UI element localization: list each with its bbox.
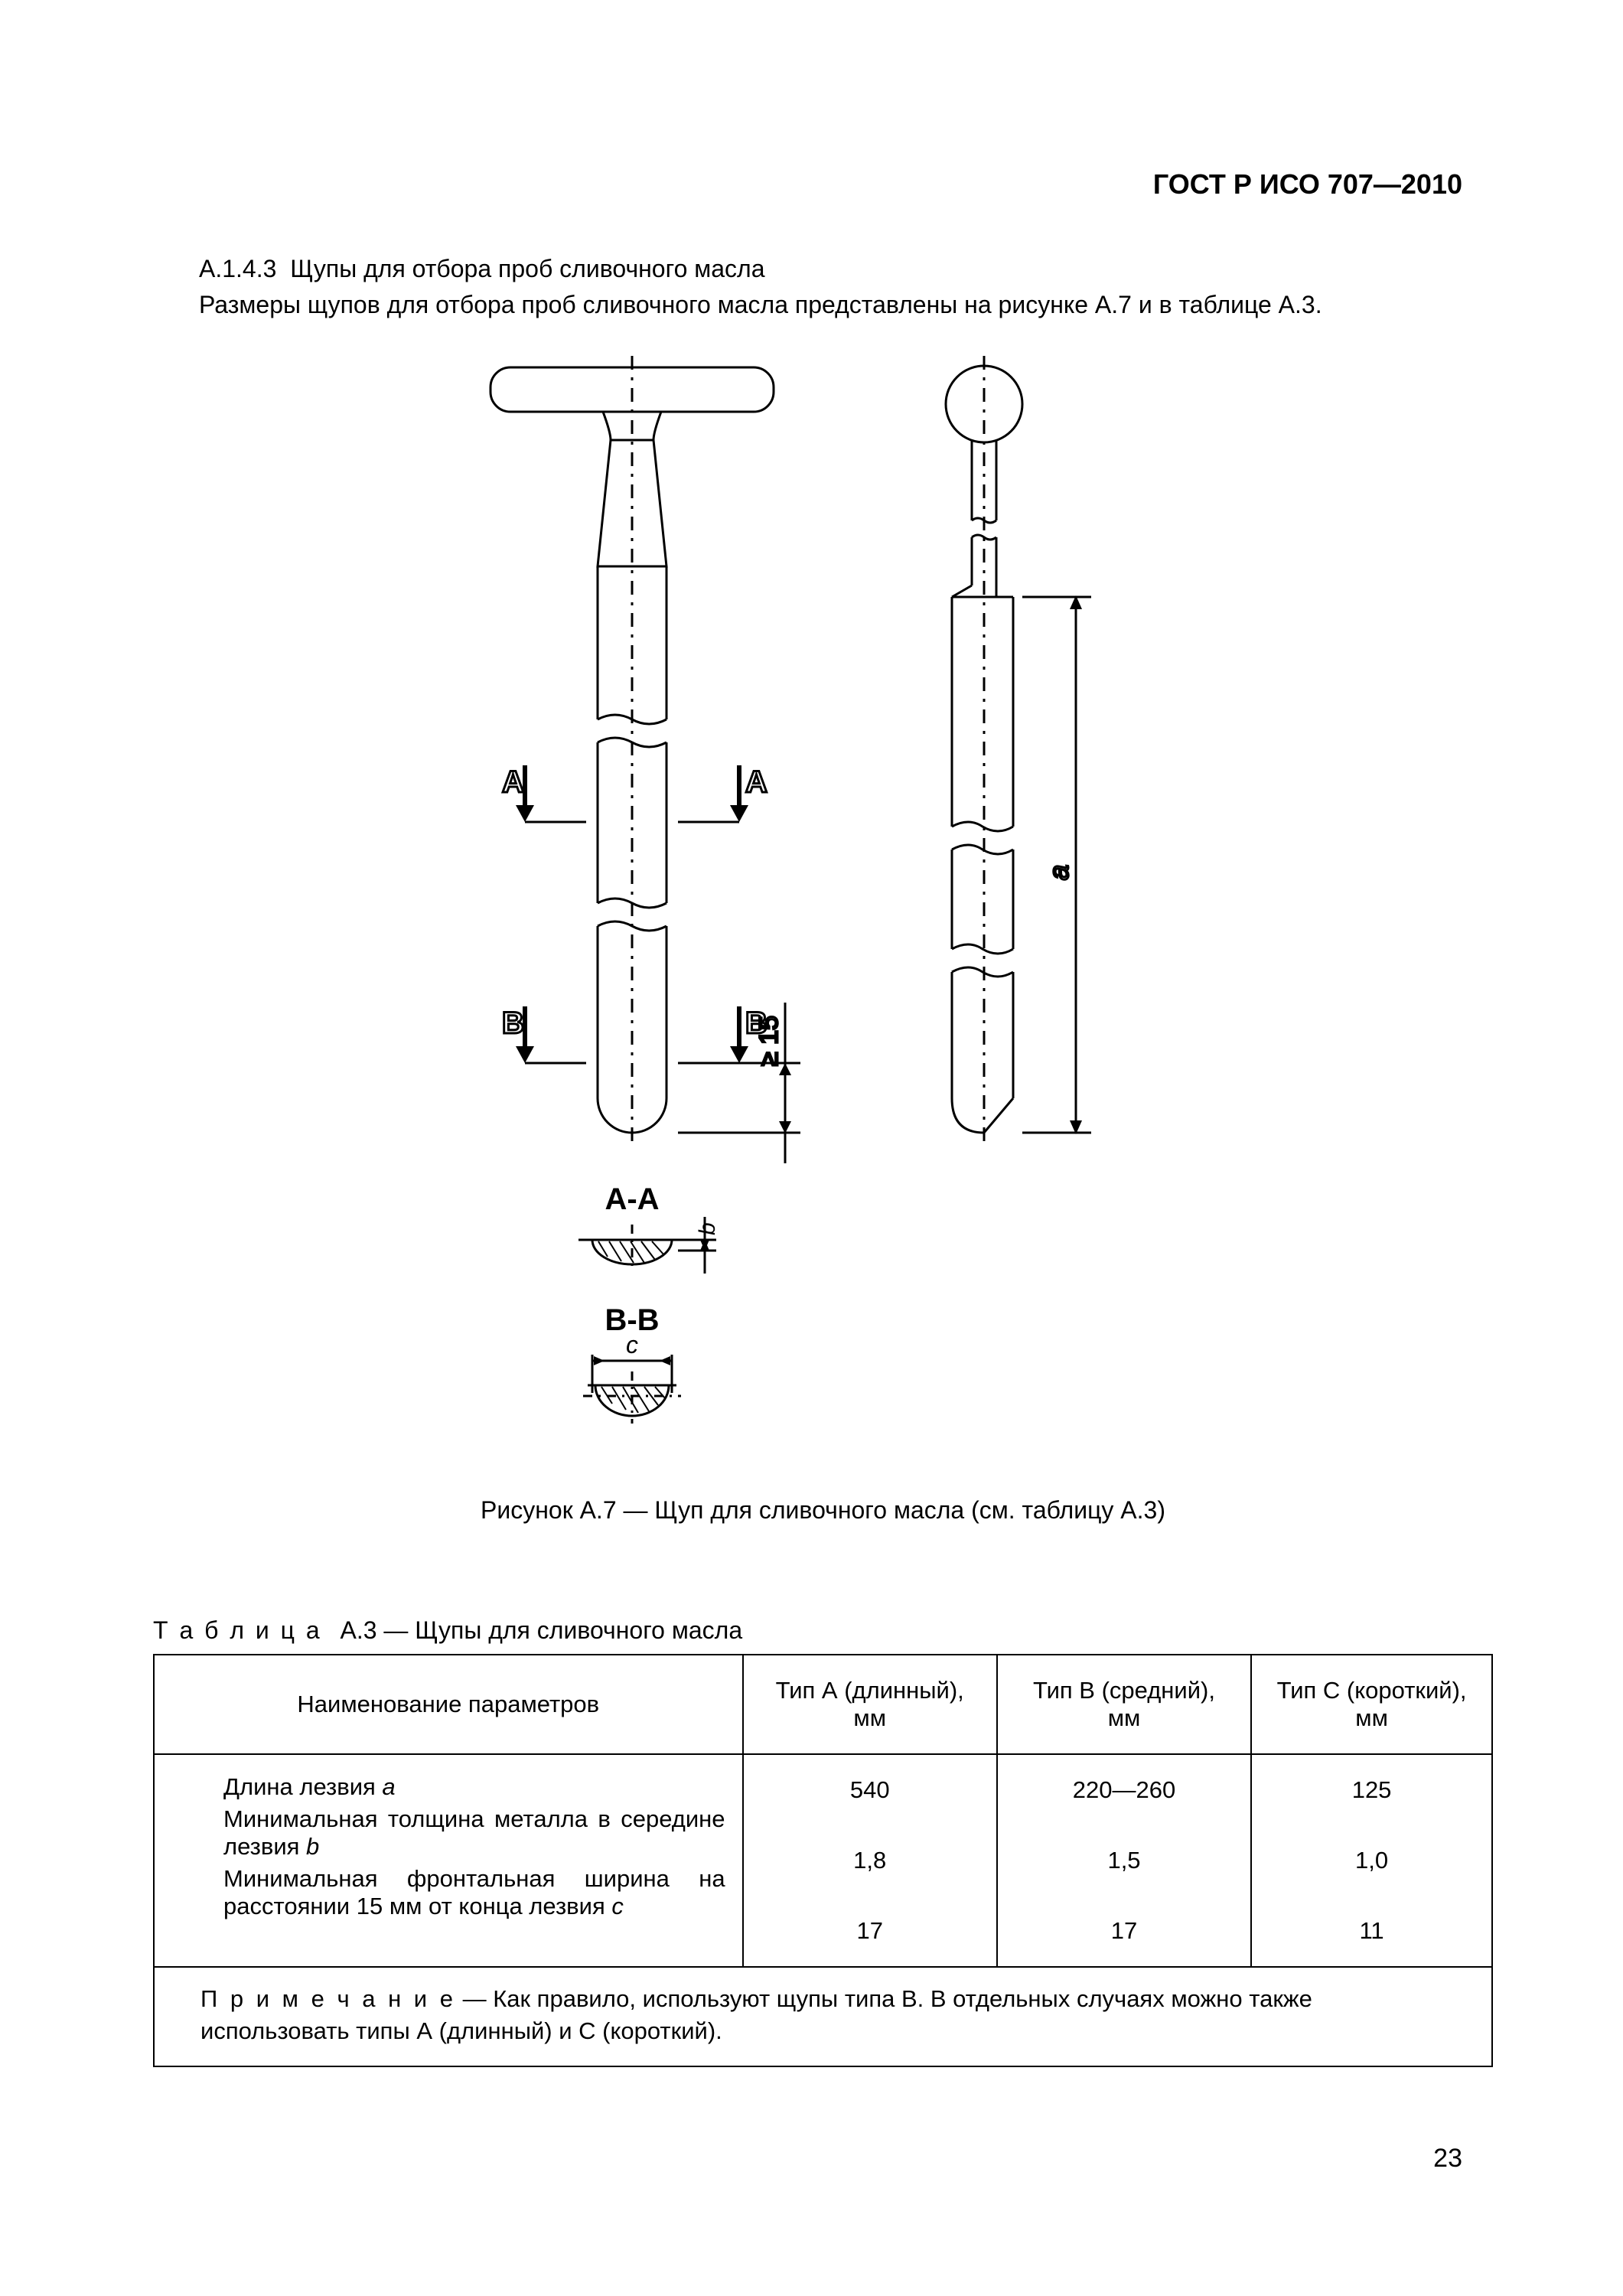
butter-probe-drawing: A A B	[402, 352, 1244, 1454]
cell-r1-c: 125	[1251, 1754, 1492, 1825]
table-title-prefix: Т а б л и ц а	[153, 1616, 322, 1644]
cell-r3-a: 17	[743, 1896, 997, 1967]
figure-a7-container: A A B	[153, 352, 1493, 1454]
section-b-left-label: B	[502, 1006, 524, 1040]
table-header-row: Наименование параметров Тип А (длинный),…	[154, 1655, 1492, 1754]
col-header-type-b: Тип В (средний), мм	[997, 1655, 1251, 1754]
table-title: Т а б л и ц а А.3 — Щупы для сливочного …	[153, 1616, 1493, 1645]
cell-r3-c: 11	[1251, 1896, 1492, 1967]
param-2-var: b	[306, 1833, 319, 1860]
col-header-param: Наименование параметров	[154, 1655, 743, 1754]
col-header-type-a: Тип А (длинный), мм	[743, 1655, 997, 1754]
col-header-type-c: Тип С (короткий), мм	[1251, 1655, 1492, 1754]
cell-r2-b: 1,5	[997, 1825, 1251, 1896]
section-aa-cross: b	[578, 1217, 720, 1274]
section-heading-line: А.1.4.3 Щупы для отбора проб сливочного …	[153, 253, 1493, 285]
param-2-text: Минимальная толщина металла в середине л…	[223, 1805, 725, 1860]
dim-a-label: a	[1043, 865, 1074, 880]
param-1-var: a	[382, 1773, 395, 1800]
cell-r1-b: 220—260	[997, 1754, 1251, 1825]
right-tool	[946, 356, 1022, 1144]
table-note-label: П р и м е ч а н и е	[200, 1985, 456, 2012]
section-a-markers: A A	[502, 765, 768, 822]
section-a-left-label: A	[502, 765, 524, 799]
section-text-block: А.1.4.3 Щупы для отбора проб сливочного …	[153, 253, 1493, 321]
param-1-text: Длина лезвия	[223, 1773, 382, 1800]
page-number: 23	[1433, 2144, 1462, 2174]
table-title-rest: А.3 — Щупы для сливочного масла	[340, 1616, 742, 1644]
cell-r2-a: 1,8	[743, 1825, 997, 1896]
figure-caption: Рисунок А.7 — Щуп для сливочного масла (…	[153, 1496, 1493, 1525]
dim-b-label: b	[695, 1223, 720, 1236]
tip-dim-label: ≥ 15	[754, 1016, 784, 1066]
table-note-row: П р и м е ч а н и е — Как правило, испол…	[154, 1967, 1492, 2066]
param-3-text: Минимальная фронтальная ширина на рассто…	[223, 1865, 725, 1919]
section-paragraph: Размеры щупов для отбора проб сливочного…	[153, 289, 1493, 321]
data-table-a3: Наименование параметров Тип А (длинный),…	[153, 1654, 1493, 2067]
standard-header: ГОСТ Р ИСО 707—2010	[1153, 168, 1462, 201]
cell-r3-b: 17	[997, 1896, 1251, 1967]
section-bb-cross: c	[583, 1331, 681, 1424]
cell-r1-a: 540	[743, 1754, 997, 1825]
table-row: Длина лезвия a Минимальная толщина метал…	[154, 1754, 1492, 1825]
document-page: ГОСТ Р ИСО 707—2010 А.1.4.3 Щупы для отб…	[0, 0, 1623, 2296]
section-a-right-label: A	[745, 765, 768, 799]
dim-c-label: c	[626, 1331, 638, 1358]
section-b-markers: B B	[502, 1006, 768, 1063]
left-tool	[490, 356, 774, 1144]
section-aa-title: A-A	[605, 1182, 659, 1216]
section-number: А.1.4.3	[199, 255, 276, 282]
param-3-var: c	[611, 1893, 624, 1919]
dimension-a: a	[1022, 595, 1091, 1134]
cell-r2-c: 1,0	[1251, 1825, 1492, 1896]
section-title: Щупы для отбора проб сливочного масла	[290, 255, 764, 282]
